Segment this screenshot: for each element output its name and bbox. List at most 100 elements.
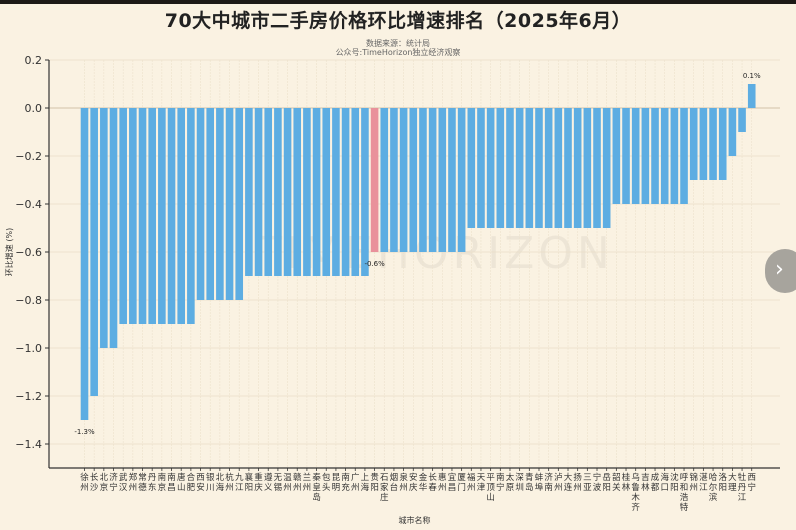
x-tick-label: 林 [622,482,631,493]
x-tick-label: 州 [573,483,582,493]
bar-湛江 [699,108,708,180]
bar-兰州 [303,108,311,276]
x-tick-label: 肥 [187,483,196,493]
x-tick-label: 北 [216,473,225,483]
x-tick-label: 南 [496,472,505,483]
bar-九江 [235,108,244,300]
x-tick-label: 西 [196,473,205,483]
x-tick-label: 温 [283,472,292,483]
data-source: 数据来源：统计局 [366,39,430,48]
x-tick-label: 木 [631,492,640,503]
bar-长春 [428,108,437,252]
x-tick-label: 石 [380,473,389,483]
x-tick-label: 青 [525,472,534,483]
x-tick-label: 亚 [583,483,592,493]
bar-南京 [158,108,166,324]
bar-青岛 [525,108,534,228]
x-tick-label: 兰 [303,472,312,483]
x-tick-label: 丹 [738,483,747,493]
y-tick-label: −0.2 [15,150,42,163]
x-tick-label: 京 [100,482,109,493]
x-tick-label: 南 [158,472,167,483]
y-tick-label: −1.0 [15,342,42,355]
bar-哈尔滨 [709,108,717,180]
y-tick-label: 0.0 [25,102,43,115]
x-tick-label: 成 [651,472,660,483]
bar-桂林 [622,108,630,204]
x-tick-label: 昌 [167,483,176,493]
x-tick-label: 厦 [457,473,466,483]
bar-温州 [283,108,292,276]
bar-北京 [100,108,108,348]
account-credit: 公众号:TimeHorizon独立经济观察 [335,48,461,57]
bar-乌鲁木齐 [631,108,640,204]
bar-唐山 [177,108,185,324]
bar-岳阳 [602,108,611,228]
x-tick-label: 州 [689,483,698,493]
x-tick-label: 昌 [448,483,457,493]
x-tick-label: 南 [167,472,176,483]
x-tick-label: 泉 [399,472,408,483]
x-tick-label: 深 [515,473,524,483]
bar-泉州 [399,108,408,252]
x-tick-label: 武 [119,472,128,483]
x-tick-label: 都 [651,483,660,493]
x-tick-label: 丹 [148,473,157,483]
x-tick-label: 大 [728,472,737,483]
x-tick-label: 长 [90,472,99,483]
x-tick-label: 福 [467,472,476,483]
x-tick-label: 家 [380,482,389,493]
x-tick-label: 阳 [370,483,379,493]
bar-贵阳 [370,108,379,252]
chevron-right-icon: › [775,257,784,282]
x-tick-label: 圳 [515,482,524,493]
x-tick-label: 长 [428,472,437,483]
x-tick-label: 三 [583,473,592,483]
x-tick-label: 宁 [593,472,602,483]
x-tick-label: 锦 [689,472,698,483]
x-tick-label: 东 [148,482,157,493]
x-tick-label: 惠 [438,472,447,483]
x-tick-label: 海 [660,472,669,483]
x-tick-label: 州 [399,483,408,493]
next-button[interactable]: › [765,249,796,293]
x-tick-label: 口 [660,483,669,493]
x-tick-label: 济 [109,472,118,483]
x-tick-label: 太 [506,472,515,483]
x-tick-label: 沙 [90,483,99,493]
y-tick-label: −1.4 [15,438,42,451]
x-tick-label: 浩 [680,492,689,503]
bar-天津 [477,108,485,228]
x-tick-label: 充 [341,482,350,493]
x-tick-label: 包 [322,472,331,483]
bar-广州 [351,108,360,276]
x-tick-label: 连 [564,482,573,493]
bar-呼和浩特 [680,108,688,204]
x-tick-label: 山 [177,482,186,493]
x-tick-label: 阳 [245,483,254,493]
x-tick-label: 鲁 [631,482,640,493]
x-tick-label: 皇 [312,482,321,493]
x-tick-label: 郑 [129,472,138,483]
bar-丹东 [148,108,156,324]
x-tick-label: 烟 [390,473,399,483]
x-tick-label: 北 [100,473,109,483]
bar-吉林 [641,108,650,204]
x-tick-label: 州 [129,483,138,493]
bar-大理 [728,108,737,156]
x-tick-label: 广 [351,472,360,483]
bar-重庆 [254,108,263,276]
x-tick-label: 无 [274,473,283,483]
x-tick-label: 常 [138,472,147,483]
x-tick-label: 头 [322,482,331,493]
bar-惠州 [438,108,447,252]
x-tick-label: 州 [225,483,234,493]
bar-金华 [419,108,427,252]
x-tick-label: 春 [428,482,437,493]
x-tick-label: 州 [283,483,292,493]
x-tick-label: 林 [641,482,650,493]
y-tick-label: −0.8 [15,294,42,307]
x-tick-label: 天 [477,473,486,483]
x-tick-label: 阳 [670,483,679,493]
x-tick-label: 山 [486,492,495,503]
